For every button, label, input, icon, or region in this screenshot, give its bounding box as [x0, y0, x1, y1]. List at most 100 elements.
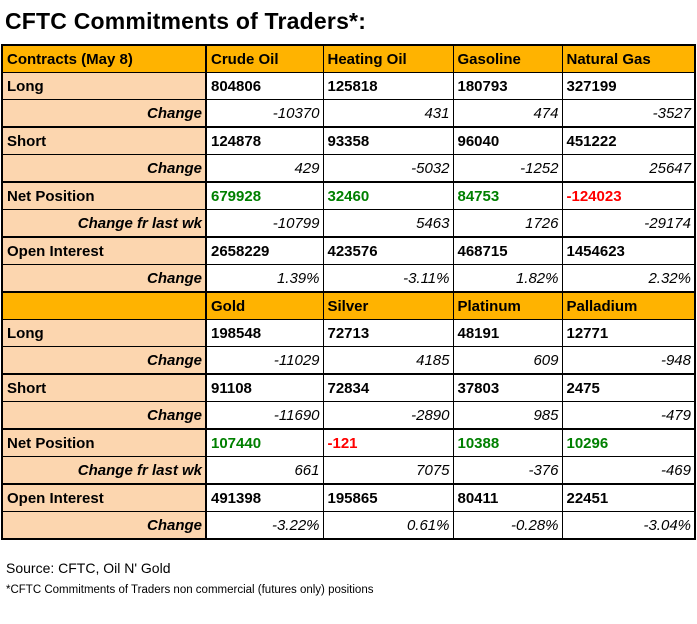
- table-section-1: Contracts (May 8) Crude Oil Heating Oil Gas…: [1, 44, 696, 293]
- value-cell: 124878: [205, 126, 324, 155]
- value-cell: 468715: [452, 236, 563, 265]
- table-section-2: Gold Silver Platinum Palladium Long 198548 727…: [1, 291, 696, 540]
- cot-table: Contracts (May 8) Crude Oil Heating Oil Gas…: [1, 44, 696, 540]
- value-cell: -3.11%: [322, 264, 454, 293]
- value-cell: 1.82%: [452, 264, 563, 293]
- row-label: Change fr last wk: [1, 209, 207, 238]
- value-cell: 91108: [205, 373, 324, 402]
- value-cell: 195865: [322, 483, 454, 512]
- value-cell: 125818: [322, 72, 454, 100]
- value-cell: 609: [452, 346, 563, 375]
- row-label: Change: [1, 264, 207, 293]
- row-label: Change: [1, 99, 207, 128]
- value-cell: -3527: [561, 99, 696, 128]
- table-row: Short 91108 72834 37803 2475: [1, 373, 696, 402]
- value-cell: 107440: [205, 428, 324, 457]
- column-header: Crude Oil: [205, 44, 324, 73]
- table-row: Change -11029 4185 609 -948: [1, 346, 696, 375]
- value-cell: 429: [205, 154, 324, 183]
- value-cell: -1252: [452, 154, 563, 183]
- value-cell: 423576: [322, 236, 454, 265]
- value-cell: 1.39%: [205, 264, 324, 293]
- value-cell: -10370: [205, 99, 324, 128]
- value-cell: 10388: [452, 428, 563, 457]
- value-cell: 25647: [561, 154, 696, 183]
- value-cell: 431: [322, 99, 454, 128]
- value-cell: 985: [452, 401, 563, 430]
- value-cell: 4185: [322, 346, 454, 375]
- table-row: Net Position 107440 -121 10388 10296: [1, 428, 696, 457]
- value-cell: -11690: [205, 401, 324, 430]
- table-row: Open Interest 491398 195865 80411 22451: [1, 483, 696, 512]
- value-cell: 1454623: [561, 236, 696, 265]
- value-cell: 22451: [561, 483, 696, 512]
- value-cell: -948: [561, 346, 696, 375]
- column-header: Heating Oil: [322, 44, 454, 73]
- value-cell: 84753: [452, 181, 563, 210]
- value-cell: -11029: [205, 346, 324, 375]
- table-row: Change 429 -5032 -1252 25647: [1, 154, 696, 183]
- table-row: Change -3.22% 0.61% -0.28% -3.04%: [1, 511, 696, 540]
- value-cell: 180793: [452, 72, 563, 100]
- page: CFTC Commitments of Traders*: Contracts …: [0, 8, 697, 596]
- value-cell: 80411: [452, 483, 563, 512]
- value-cell: 491398: [205, 483, 324, 512]
- row-label: Change: [1, 401, 207, 430]
- row-label: Change fr last wk: [1, 456, 207, 485]
- table-row: Change fr last wk -10799 5463 1726 -29174: [1, 209, 696, 238]
- value-cell: 32460: [322, 181, 454, 210]
- column-header: Contracts (May 8): [1, 44, 207, 73]
- column-header: Gold: [205, 291, 324, 320]
- table-row: Change -11690 -2890 985 -479: [1, 401, 696, 430]
- value-cell: -0.28%: [452, 511, 563, 540]
- row-label: Open Interest: [1, 483, 207, 512]
- value-cell: -10799: [205, 209, 324, 238]
- column-header: Gasoline: [452, 44, 563, 73]
- table-row: Open Interest 2658229 423576 468715 1454623: [1, 236, 696, 265]
- value-cell: 96040: [452, 126, 563, 155]
- value-cell: 37803: [452, 373, 563, 402]
- value-cell: -29174: [561, 209, 696, 238]
- page-title: CFTC Commitments of Traders*:: [5, 8, 367, 34]
- row-label: Long: [1, 72, 207, 100]
- value-cell: 198548: [205, 319, 324, 347]
- value-cell: 327199: [561, 72, 696, 100]
- table-row: Long 198548 72713 48191 12771: [1, 319, 696, 347]
- value-cell: -2890: [322, 401, 454, 430]
- column-header: Natural Gas: [561, 44, 696, 73]
- value-cell: 72713: [322, 319, 454, 347]
- column-header: Silver: [322, 291, 454, 320]
- value-cell: -376: [452, 456, 563, 485]
- column-header: Palladium: [561, 291, 696, 320]
- value-cell: 72834: [322, 373, 454, 402]
- value-cell: 2658229: [205, 236, 324, 265]
- table-row: Long 804806 125818 180793 327199: [1, 72, 696, 100]
- value-cell: 661: [205, 456, 324, 485]
- value-cell: 474: [452, 99, 563, 128]
- table-row: Change fr last wk 661 7075 -376 -469: [1, 456, 696, 485]
- value-cell: -121: [322, 428, 454, 457]
- value-cell: 679928: [205, 181, 324, 210]
- row-label: Change: [1, 154, 207, 183]
- value-cell: 2.32%: [561, 264, 696, 293]
- table-row: Change 1.39% -3.11% 1.82% 2.32%: [1, 264, 696, 293]
- row-label: Long: [1, 319, 207, 347]
- value-cell: 1726: [452, 209, 563, 238]
- row-label: Change: [1, 346, 207, 375]
- value-cell: 7075: [322, 456, 454, 485]
- row-label: Net Position: [1, 428, 207, 457]
- row-label: Change: [1, 511, 207, 540]
- header-row: Gold Silver Platinum Palladium: [1, 291, 696, 320]
- row-label: Open Interest: [1, 236, 207, 265]
- table-row: Net Position 679928 32460 84753 -124023: [1, 181, 696, 210]
- table-row: Short 124878 93358 96040 451222: [1, 126, 696, 155]
- footnote-text: *CFTC Commitments of Traders non commerc…: [6, 584, 374, 596]
- value-cell: 93358: [322, 126, 454, 155]
- value-cell: 0.61%: [322, 511, 454, 540]
- source-text: Source: CFTC, Oil N' Gold: [6, 560, 171, 576]
- value-cell: 804806: [205, 72, 324, 100]
- value-cell: -3.04%: [561, 511, 696, 540]
- value-cell: 5463: [322, 209, 454, 238]
- value-cell: -3.22%: [205, 511, 324, 540]
- column-header: [1, 291, 207, 320]
